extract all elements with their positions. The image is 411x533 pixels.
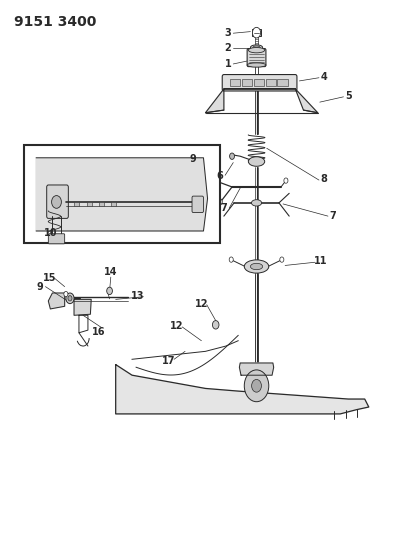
Bar — [99, 202, 104, 206]
Text: 5: 5 — [345, 91, 352, 101]
FancyBboxPatch shape — [192, 196, 203, 213]
Polygon shape — [115, 365, 369, 414]
Bar — [87, 202, 92, 206]
Text: 4: 4 — [321, 71, 327, 82]
Polygon shape — [239, 363, 274, 375]
Ellipse shape — [252, 200, 262, 206]
Circle shape — [107, 287, 113, 295]
Circle shape — [280, 257, 284, 262]
Ellipse shape — [244, 260, 269, 273]
Polygon shape — [48, 293, 65, 309]
FancyBboxPatch shape — [247, 49, 266, 67]
Circle shape — [217, 199, 222, 205]
Text: 11: 11 — [314, 256, 328, 266]
Text: 2: 2 — [224, 43, 231, 53]
Bar — [111, 202, 116, 206]
Bar — [242, 79, 252, 86]
Bar — [254, 79, 264, 86]
Circle shape — [66, 293, 74, 304]
Text: 17: 17 — [162, 356, 175, 366]
Ellipse shape — [250, 45, 263, 50]
Text: 1: 1 — [224, 59, 231, 69]
Polygon shape — [36, 158, 208, 231]
Text: 16: 16 — [92, 327, 105, 337]
Polygon shape — [206, 89, 318, 113]
Text: 15: 15 — [43, 273, 56, 283]
Ellipse shape — [248, 157, 265, 166]
Text: 12: 12 — [170, 321, 184, 331]
Text: 8: 8 — [321, 174, 327, 184]
Text: 12: 12 — [195, 298, 208, 309]
Circle shape — [64, 292, 68, 297]
Circle shape — [52, 196, 61, 208]
Circle shape — [212, 320, 219, 329]
Text: 9: 9 — [190, 155, 196, 164]
Ellipse shape — [247, 63, 266, 67]
Ellipse shape — [250, 263, 263, 270]
Text: 7: 7 — [330, 211, 336, 221]
Ellipse shape — [248, 47, 265, 53]
Text: 13: 13 — [132, 290, 145, 301]
Text: 7: 7 — [220, 203, 227, 213]
Circle shape — [252, 27, 261, 38]
FancyBboxPatch shape — [47, 185, 68, 219]
Ellipse shape — [253, 46, 260, 49]
Text: 9151 3400: 9151 3400 — [14, 14, 96, 29]
FancyBboxPatch shape — [48, 234, 65, 244]
Circle shape — [68, 296, 72, 301]
Text: 6: 6 — [217, 172, 223, 181]
Circle shape — [230, 153, 235, 159]
Circle shape — [229, 257, 233, 262]
Text: 3: 3 — [224, 28, 231, 38]
FancyBboxPatch shape — [222, 75, 297, 91]
Text: 9: 9 — [37, 281, 44, 292]
Bar — [24, 144, 220, 243]
Bar — [277, 79, 288, 86]
Bar — [230, 79, 240, 86]
Circle shape — [252, 379, 261, 392]
Circle shape — [244, 370, 269, 402]
Circle shape — [284, 178, 288, 183]
Polygon shape — [74, 300, 91, 316]
Bar — [266, 79, 276, 86]
Bar — [252, 29, 261, 36]
Text: 10: 10 — [44, 228, 57, 238]
Bar — [74, 202, 79, 206]
Text: 14: 14 — [104, 267, 118, 277]
